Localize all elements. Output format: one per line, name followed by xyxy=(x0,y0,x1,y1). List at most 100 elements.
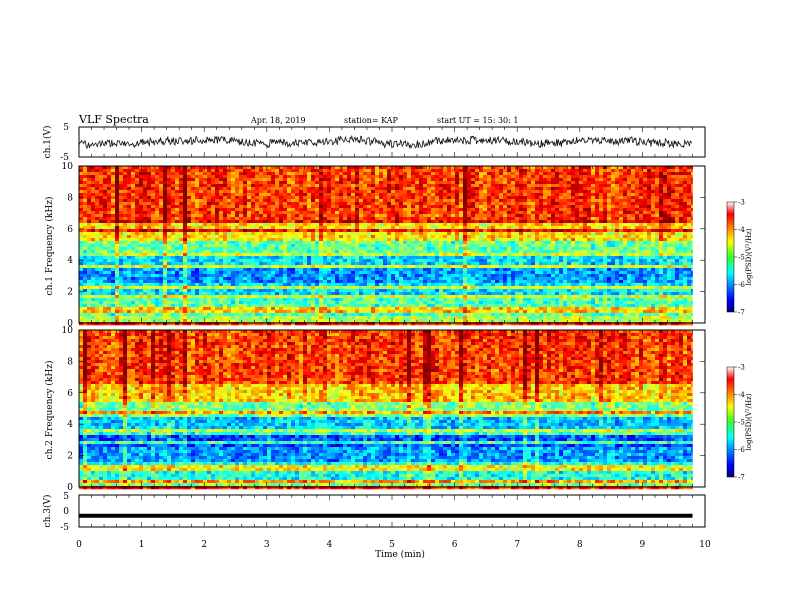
ch1-spectrogram-cell xyxy=(407,241,412,245)
ch1-spectrogram-cell xyxy=(435,232,440,236)
ch1-spectrogram-cell xyxy=(359,226,364,230)
ch1-spectrogram-cell xyxy=(371,235,376,239)
ch1-spectrogram-cell xyxy=(159,187,164,191)
ch1-spectrogram-cell xyxy=(199,214,204,218)
ch1-spectrogram-cell xyxy=(647,169,652,173)
ch1-spectrogram-cell xyxy=(343,190,348,194)
ch1-spectrogram-cell xyxy=(423,229,428,233)
ch1-spectrogram-cell xyxy=(571,226,576,230)
ch1-spectrogram-cell xyxy=(543,241,548,245)
ch1-spectrogram-cell xyxy=(383,256,388,260)
ch1-spectrogram-cell xyxy=(515,214,520,218)
ch1-spectrogram-cell xyxy=(95,175,100,179)
ch1-spectrogram-cell xyxy=(219,214,224,218)
ch1-spectrogram-cell xyxy=(659,190,664,194)
ch1-spectrogram-cell xyxy=(435,229,440,233)
ch1-spectrogram-cell xyxy=(683,217,688,221)
ch1-spectrogram-cell xyxy=(259,202,264,206)
ch1-spectrogram-cell xyxy=(691,199,693,203)
ch1-spectrogram-cell xyxy=(583,169,588,173)
ch1-spectrogram-cell xyxy=(83,229,88,233)
ch1-spectrogram-cell xyxy=(511,217,516,221)
ch1-spectrogram-cell xyxy=(239,208,244,212)
ch1-spectrogram-cell xyxy=(323,196,328,200)
ch1-spectrogram-cell xyxy=(651,217,656,221)
ch1-spectrogram-cell xyxy=(655,238,660,242)
ch1-spectrogram-cell xyxy=(687,187,692,191)
ch1-spectrogram-cell xyxy=(443,232,448,236)
ch1-spectrogram-cell xyxy=(491,214,496,218)
ch1-spectrogram-cell xyxy=(271,178,276,182)
ch1-spectrogram-cell xyxy=(575,250,580,254)
ch1-spectrogram-cell xyxy=(211,184,216,188)
ch1-spectrogram-cell xyxy=(571,220,576,224)
ch1-spectrogram-cell xyxy=(463,211,468,215)
ch1-spectrogram-cell xyxy=(467,220,472,224)
ch1-spectrogram-cell xyxy=(543,256,548,260)
ch1-spectrogram-cell xyxy=(567,205,572,209)
ch1-spectrogram-cell xyxy=(599,196,604,200)
ch1-spectrogram-cell xyxy=(519,223,524,227)
ch1-spectrogram-cell xyxy=(275,229,280,233)
ch1-spectrogram-cell xyxy=(599,172,604,176)
ch1-spectrogram-cell xyxy=(407,202,412,206)
ch1-spectrogram-cell xyxy=(215,184,220,188)
ch1-spectrogram-cell xyxy=(567,226,572,230)
ch1-spectrogram-cell xyxy=(639,190,644,194)
ch1-spectrogram-cell xyxy=(663,208,668,212)
ch1-spectrogram-cell xyxy=(359,172,364,176)
ch1-spectrogram-cell xyxy=(139,169,144,173)
ch1-spectrogram-cell xyxy=(199,250,204,254)
ch1-spectrogram-cell xyxy=(443,214,448,218)
ch1-spectrogram-cell xyxy=(383,175,388,179)
ch1-spectrogram-cell xyxy=(347,208,352,212)
ch1-spectrogram-cell xyxy=(395,229,400,233)
ch1-spectrogram-cell xyxy=(631,184,636,188)
ch1-spectrogram-cell xyxy=(279,187,284,191)
ch1-spectrogram-cell xyxy=(567,223,572,227)
ch1-spectrogram-cell xyxy=(407,175,412,179)
ch1-spectrogram-cell xyxy=(479,223,484,227)
ch1-spectrogram-cell xyxy=(159,235,164,239)
ch1-spectrogram-cell xyxy=(271,253,276,257)
ch1-spectrogram-cell xyxy=(139,256,144,260)
ch1-spectrogram-cell xyxy=(231,187,236,191)
ch1-spectrogram-cell xyxy=(571,208,576,212)
ch1-spectrogram-cell xyxy=(243,181,248,185)
ch1-spectrogram-cell xyxy=(399,259,404,263)
ch1-spectrogram-cell xyxy=(215,223,220,227)
ch1-spectrogram-cell xyxy=(207,181,212,185)
ch1-spectrogram-cell xyxy=(135,232,140,236)
ch1-spectrogram-cell xyxy=(359,208,364,212)
ch1-spectrogram-cell xyxy=(155,259,160,263)
ch1-spectrogram-cell xyxy=(239,217,244,221)
ch1-spectrogram-cell xyxy=(575,181,580,185)
ch1-spectrogram-cell xyxy=(683,178,688,182)
ch1-spectrogram-cell xyxy=(95,241,100,245)
ch1-spectrogram-cell xyxy=(147,226,152,230)
ch1-spectrogram-cell xyxy=(507,208,512,212)
ch1-spectrogram-cell xyxy=(623,184,628,188)
ch1-spectrogram-cell xyxy=(119,223,124,227)
ch1-spectrogram-cell xyxy=(119,205,124,209)
ch1-spectrogram-cell xyxy=(451,169,456,173)
ch1-spectrogram-cell xyxy=(203,178,208,182)
ch1-spectrogram-cell xyxy=(187,259,192,263)
ch1-spectrogram-cell xyxy=(211,205,216,209)
ch1-spectrogram-cell xyxy=(407,256,412,260)
ch1-spectrogram-cell xyxy=(399,172,404,176)
ch1-spectrogram-cell xyxy=(463,202,468,206)
ch1-spectrogram-cell xyxy=(551,175,556,179)
ch1-spectrogram-cell xyxy=(575,253,580,257)
ch1-spectrogram-cell xyxy=(391,208,396,212)
ch1-spectrogram-cell xyxy=(119,208,124,212)
ch1-spectrogram-cell xyxy=(303,205,308,209)
ch1-spectrogram-cell xyxy=(523,202,528,206)
ch1-spectrogram-cell xyxy=(95,214,100,218)
ch1-spectrogram-cell xyxy=(551,235,556,239)
ch1-spectrogram-cell xyxy=(675,193,680,197)
ch1-spectrogram-cell xyxy=(159,190,164,194)
ch1-spectrogram-cell xyxy=(87,235,92,239)
ch1-spectrogram-cell xyxy=(215,181,220,185)
ch1-spectrogram-cell xyxy=(263,259,268,263)
